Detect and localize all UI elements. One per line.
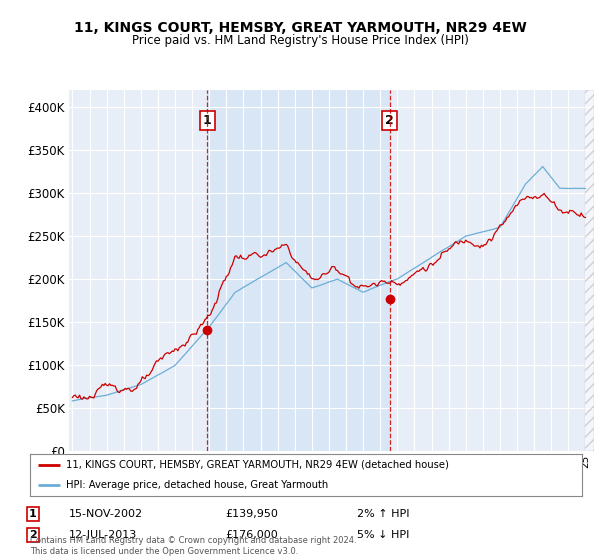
Text: 11, KINGS COURT, HEMSBY, GREAT YARMOUTH, NR29 4EW (detached house): 11, KINGS COURT, HEMSBY, GREAT YARMOUTH,…: [66, 460, 449, 470]
Text: 11, KINGS COURT, HEMSBY, GREAT YARMOUTH, NR29 4EW: 11, KINGS COURT, HEMSBY, GREAT YARMOUTH,…: [74, 21, 526, 35]
Text: 2% ↑ HPI: 2% ↑ HPI: [357, 509, 409, 519]
Text: HPI: Average price, detached house, Great Yarmouth: HPI: Average price, detached house, Grea…: [66, 480, 328, 490]
Text: Contains HM Land Registry data © Crown copyright and database right 2024.
This d: Contains HM Land Registry data © Crown c…: [30, 536, 356, 556]
Text: 2: 2: [29, 530, 37, 540]
Bar: [586, 90, 594, 451]
Bar: [207, 90, 389, 451]
Text: 2: 2: [385, 114, 394, 127]
Text: £176,000: £176,000: [225, 530, 278, 540]
Text: 5% ↓ HPI: 5% ↓ HPI: [357, 530, 409, 540]
Text: 1: 1: [203, 114, 211, 127]
Text: 12-JUL-2013: 12-JUL-2013: [69, 530, 137, 540]
Text: 15-NOV-2002: 15-NOV-2002: [69, 509, 143, 519]
Text: £139,950: £139,950: [225, 509, 278, 519]
Text: 1: 1: [29, 509, 37, 519]
Text: Price paid vs. HM Land Registry's House Price Index (HPI): Price paid vs. HM Land Registry's House …: [131, 34, 469, 46]
